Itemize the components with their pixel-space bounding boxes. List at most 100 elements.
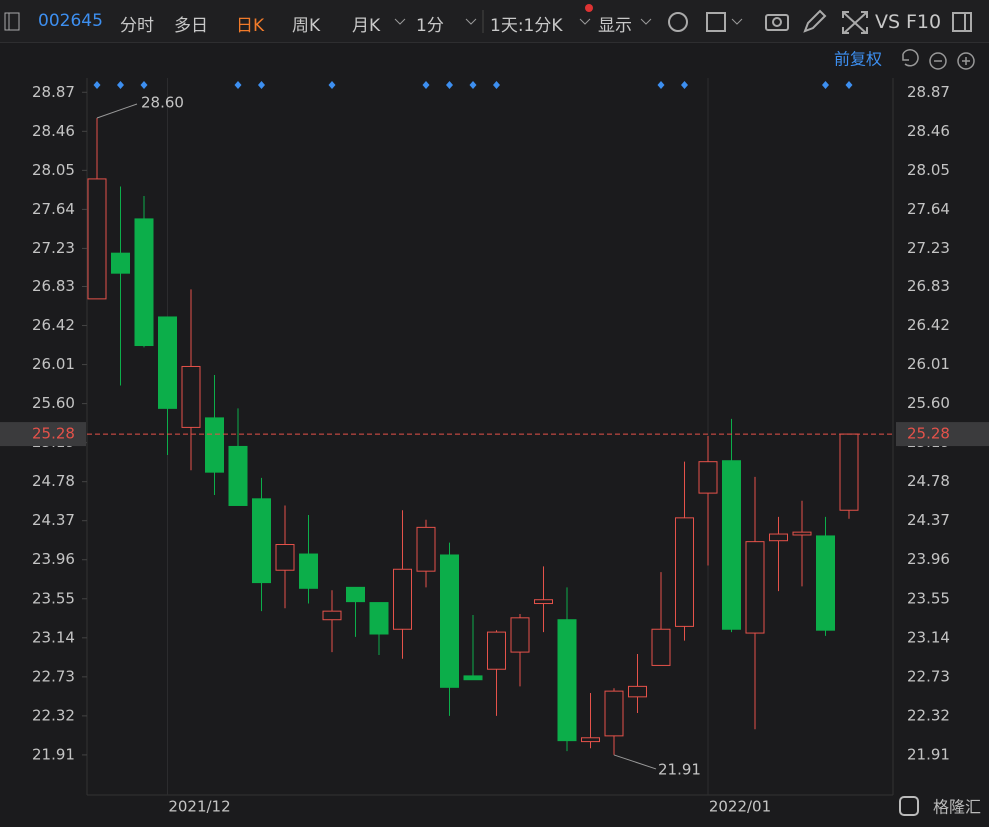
- f10-button[interactable]: F10: [906, 11, 942, 33]
- watermark: 格隆汇: [933, 798, 981, 817]
- candle-body: [651, 628, 671, 666]
- y-tick-label: 22.73: [32, 667, 75, 685]
- candle-body: [628, 685, 647, 698]
- dropdown-arrows: [394, 18, 743, 25]
- event-marker: [469, 81, 477, 89]
- tab[interactable]: 分时: [120, 16, 154, 36]
- y-tick-label: 25.60: [32, 394, 75, 412]
- candle-body: [604, 690, 624, 737]
- y-tick-label: 23.55: [32, 589, 75, 607]
- event-marker: [93, 81, 101, 89]
- y-tick-label: 27.23: [32, 239, 75, 257]
- event-marker: [234, 81, 242, 89]
- zoom-out[interactable]: [929, 52, 947, 70]
- camera-lens: [772, 17, 782, 27]
- candle-body: [440, 554, 459, 688]
- event-marker: [258, 81, 265, 89]
- candle-body: [722, 460, 741, 630]
- candle-body: [510, 617, 530, 653]
- event-marker: [822, 81, 829, 89]
- event-marker: [328, 81, 336, 89]
- tab[interactable]: 显示: [598, 16, 632, 36]
- tab[interactable]: 月K: [352, 16, 381, 36]
- candle-body: [534, 599, 553, 605]
- tab-active[interactable]: 日K: [236, 16, 265, 36]
- candle-body: [816, 535, 835, 631]
- candle-body: [205, 417, 224, 473]
- candle-body: [87, 178, 107, 300]
- y-tick-label: 27.64: [32, 200, 75, 218]
- y-tick-label: 26.42: [32, 316, 75, 334]
- candle-body: [275, 544, 295, 571]
- event-marker: [681, 81, 688, 89]
- watermark-logo: [899, 796, 919, 816]
- y-tick-label: 26.01: [907, 355, 950, 373]
- event-marker: [657, 81, 665, 89]
- icon[interactable]: [4, 12, 20, 31]
- candle-body: [675, 517, 694, 627]
- stock-code: 002645: [38, 11, 103, 31]
- adjust-mode[interactable]: 前复权: [834, 50, 882, 69]
- candle-body: [745, 541, 765, 634]
- candle-body: [111, 252, 130, 274]
- tab[interactable]: 1分: [416, 16, 444, 36]
- candle-body: [228, 445, 248, 506]
- tab[interactable]: 1天:1分K: [490, 16, 563, 36]
- candle-body: [158, 316, 177, 409]
- y-tick-label: 22.73: [907, 667, 950, 685]
- event-marker: [446, 81, 453, 89]
- candle-body: [252, 498, 271, 584]
- candle-body: [769, 533, 788, 542]
- y-tick-label: 28.05: [907, 161, 950, 179]
- candle-body: [299, 553, 318, 589]
- y-tick-label: 21.91: [907, 745, 950, 763]
- settings-icon[interactable]: [668, 12, 688, 32]
- tab[interactable]: 周K: [292, 16, 321, 36]
- panel-icon[interactable]: [952, 12, 972, 32]
- y-tick-label: 28.87: [32, 83, 75, 101]
- y-tick-label: 26.83: [907, 277, 950, 295]
- y-tick-label: 23.14: [32, 628, 75, 646]
- y-tick-label: 22.32: [907, 706, 950, 724]
- event-marker: [845, 81, 853, 89]
- candle-body: [346, 586, 365, 603]
- last-price-box: [0, 422, 86, 447]
- check-icon[interactable]: [706, 12, 726, 32]
- camera-icon[interactable]: [765, 14, 789, 31]
- candle-body: [839, 433, 859, 511]
- y-tick-label: 23.96: [907, 550, 950, 568]
- y-tick-label: 28.05: [32, 161, 75, 179]
- fullscreen-icon[interactable]: [842, 11, 868, 34]
- y-tick-label: 26.83: [32, 277, 75, 295]
- tab[interactable]: 多日: [174, 16, 208, 36]
- y-tick-label: 26.42: [907, 316, 950, 334]
- min-annotation: 21.91: [658, 760, 701, 778]
- toolbar: 002645 分时 多日 日K 周K 月K 1分 1天:1分K 显示 VS F1…: [0, 0, 989, 43]
- x-tick-label: 2021/12: [168, 798, 230, 816]
- y-tick-label: 23.14: [907, 628, 950, 646]
- zoom-in[interactable]: [957, 52, 975, 70]
- y-tick-label: 24.37: [907, 511, 950, 529]
- vs-button[interactable]: VS: [875, 11, 901, 33]
- chart: 前复权 格隆汇 28.87 28.87 28.46 28.46 28.05 28.05 27…: [0, 49, 989, 817]
- candle-body: [322, 610, 342, 621]
- event-marker: [422, 81, 430, 89]
- candle-body: [698, 461, 718, 494]
- badge: [585, 4, 593, 12]
- last-price-label: 25.28: [32, 425, 75, 443]
- candle-body: [557, 619, 577, 742]
- candle-body: [581, 737, 600, 743]
- candle-body: [134, 218, 154, 347]
- candle-body: [416, 526, 436, 572]
- pen-icon[interactable]: [803, 9, 827, 33]
- last-price-box: [896, 422, 989, 447]
- y-tick-label: 24.37: [32, 511, 75, 529]
- reset-icon[interactable]: [902, 49, 919, 67]
- y-tick-label: 26.01: [32, 355, 75, 373]
- candle-body: [393, 568, 412, 630]
- y-tick-label: 24.78: [907, 472, 950, 490]
- annotation-leader: [613, 754, 657, 770]
- zoom-in: [962, 57, 970, 65]
- candle-body: [487, 631, 506, 670]
